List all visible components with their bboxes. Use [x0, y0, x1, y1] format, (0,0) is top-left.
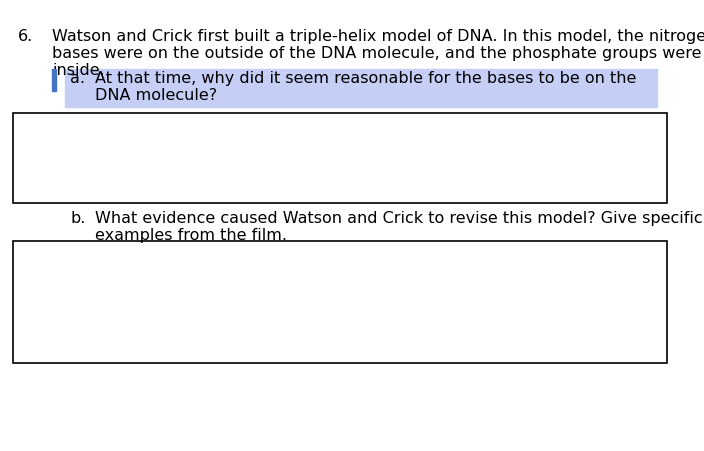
Text: At that time, why did it seem reasonable for the bases to be on the: At that time, why did it seem reasonable… [95, 71, 641, 86]
Text: DNA molecule?: DNA molecule? [95, 88, 217, 103]
Bar [13, 241, 667, 363]
Bar [13, 113, 667, 203]
Text: b.: b. [70, 211, 85, 226]
Text: inside.: inside. [52, 63, 105, 78]
Bar [52, 69, 56, 91]
Text: 6.: 6. [18, 29, 33, 44]
Text: bases were on the outside of the DNA molecule, and the phosphate groups were on : bases were on the outside of the DNA mol… [52, 46, 704, 61]
Text: What evidence caused Watson and Crick to revise this model? Give specific: What evidence caused Watson and Crick to… [95, 211, 703, 226]
Text: examples from the film.: examples from the film. [95, 228, 287, 243]
Text: Watson and Crick first built a triple-helix model of DNA. In this model, the nit: Watson and Crick first built a triple-he… [52, 29, 704, 44]
Text: a.: a. [70, 71, 85, 86]
Bar [65, 69, 657, 107]
